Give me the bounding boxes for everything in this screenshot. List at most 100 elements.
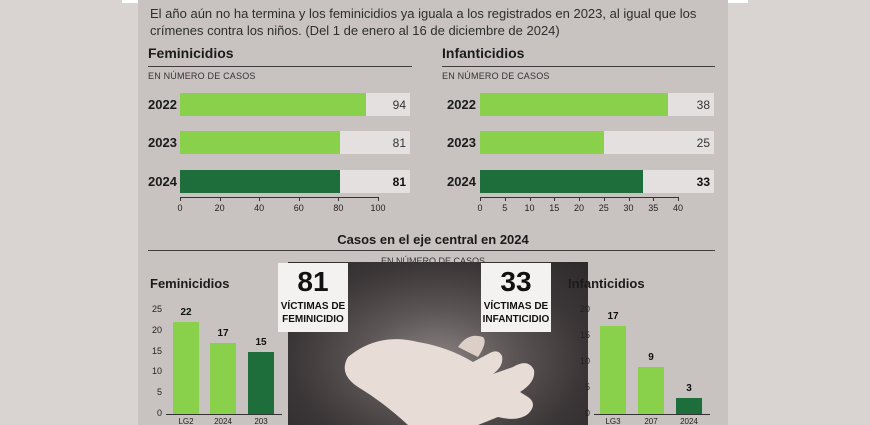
bar [480, 170, 644, 193]
x-tick-label: 15 [549, 203, 560, 213]
x-tick-mark [378, 197, 379, 201]
vertical-bar [676, 398, 702, 414]
vertical-bar [638, 367, 664, 414]
y-tick-label: 0 [584, 408, 590, 418]
bar-category-label: 2024 [447, 174, 476, 189]
x-tick-mark [338, 197, 340, 201]
x-category-label: 203 [254, 417, 268, 425]
bar-category-label: 2022 [447, 97, 476, 112]
bar-value-label: 17 [217, 328, 229, 340]
bar-category-label: 2024 [148, 174, 177, 189]
x-tick-mark [298, 197, 300, 201]
bar-value-label: 81 [392, 175, 406, 189]
bar-value-label: 22 [180, 307, 192, 319]
x-category-label: 207 [644, 417, 658, 425]
intro-text: El año aún no ha termina y los feminicid… [150, 6, 697, 38]
bar-value-label: 9 [648, 352, 654, 364]
x-tick-mark [504, 197, 506, 201]
bar-value-label: 3 [686, 383, 692, 395]
x-tick-mark [259, 197, 261, 201]
center-unit: EN NÚMERO DE CASOS [380, 256, 485, 266]
vertical-bar [210, 343, 236, 414]
x-tick-label: 35 [648, 203, 659, 213]
bar-category-label: 2023 [447, 135, 476, 150]
x-tick-mark [653, 197, 655, 201]
stat-label: INFANTICIDIO [482, 314, 550, 325]
x-tick-mark [529, 197, 531, 201]
stat-label: VÍCTIMAS DE [483, 301, 549, 312]
x-tick-mark [579, 197, 580, 201]
x-tick-label: 40 [672, 203, 684, 213]
x-axis-line [166, 414, 282, 415]
x-tick-label: 80 [333, 203, 344, 213]
vertical-bar [248, 351, 274, 414]
mini-title-feminicidios: Feminicidios [150, 276, 230, 291]
bar-value-label: 81 [392, 136, 406, 150]
bar-value-label: 94 [392, 98, 406, 112]
stat-label: FEMINICIDIO [282, 314, 344, 325]
y-tick-label: 15 [151, 345, 162, 356]
stat-number: 33 [500, 266, 532, 297]
bar-category-label: 2022 [148, 97, 177, 112]
x-category-label: 2024 [680, 417, 698, 425]
bar-value-label: 38 [696, 98, 710, 112]
x-tick-mark [678, 197, 679, 201]
bar [480, 93, 669, 116]
x-category-label: LG2 [178, 417, 194, 425]
infographic-panel: El año aún no ha termina y los feminicid… [138, 0, 728, 425]
x-tick-label: 20 [573, 203, 585, 213]
x-tick-label: 40 [254, 203, 265, 213]
chart-title-infanticidios: Infanticidios [442, 45, 525, 61]
title-rule [148, 66, 412, 67]
vertical-bar [600, 325, 626, 414]
bar [180, 93, 367, 116]
stat-card-infanticidio: 33 VÍCTIMAS DE INFANTICIDIO [481, 263, 551, 332]
x-tick-mark [554, 197, 556, 201]
x-tick-label: 20 [214, 203, 225, 213]
y-tick-label: 5 [584, 382, 590, 392]
stat-label: VÍCTIMAS DE [280, 301, 346, 312]
x-tick-mark [480, 197, 481, 201]
y-tick-label: 20 [151, 324, 162, 335]
bar-value-label: 15 [255, 336, 267, 348]
bar-value-label: 33 [696, 175, 710, 189]
x-tick-label: 0 [177, 203, 183, 213]
bar-value-label: 17 [607, 310, 619, 322]
y-tick-label: 5 [156, 387, 162, 398]
y-tick-label: 10 [579, 356, 590, 366]
title-rule [442, 66, 715, 67]
bar [180, 131, 341, 154]
hand-illustration [344, 335, 535, 425]
bar [480, 131, 604, 154]
x-tick-label: 0 [477, 203, 483, 213]
chart-title-feminicidios: Feminicidios [148, 45, 234, 61]
x-tick-mark [180, 197, 181, 201]
y-tick-label: 10 [151, 366, 162, 377]
mini-title-infanticidios: Infanticidios [568, 276, 645, 291]
x-tick-label: 30 [623, 203, 634, 213]
x-category-label: 2024 [214, 417, 232, 425]
chart-unit: EN NÚMERO DE CASOS [442, 71, 550, 81]
y-tick-label: 15 [579, 330, 590, 340]
bar [180, 170, 341, 193]
x-category-label: LG3 [605, 417, 621, 425]
y-tick-label: 25 [151, 304, 162, 314]
x-tick-label: 5 [502, 203, 508, 213]
center-title: Casos en el eje central en 2024 [337, 232, 529, 247]
y-tick-label: 20 [579, 304, 590, 314]
x-axis-line [180, 197, 378, 198]
x-tick-mark [219, 197, 221, 201]
x-tick-label: 100 [370, 203, 386, 213]
chart-unit: EN NÚMERO DE CASOS [148, 71, 256, 81]
center-rule [148, 250, 715, 251]
bar-value-label: 25 [696, 136, 710, 150]
stat-number: 81 [297, 266, 329, 297]
x-axis-line [594, 414, 710, 415]
x-tick-mark [603, 197, 605, 201]
stat-card-feminicidio: 81 VÍCTIMAS DE FEMINICIDIO [278, 263, 348, 332]
bar-category-label: 2023 [148, 135, 177, 150]
x-tick-label: 10 [524, 203, 535, 213]
x-tick-mark [628, 197, 630, 201]
x-tick-label: 60 [293, 203, 304, 213]
x-tick-label: 25 [598, 203, 609, 213]
